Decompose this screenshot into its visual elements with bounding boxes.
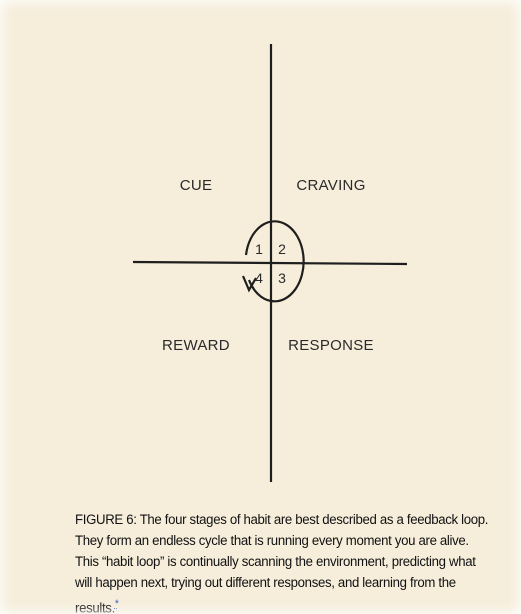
label-cue: CUE bbox=[180, 177, 213, 194]
footnote-link[interactable]: * bbox=[114, 598, 119, 610]
label-reward: REWARD bbox=[162, 337, 230, 354]
caption-text: FIGURE 6: The four stages of habit are b… bbox=[75, 512, 489, 614]
loop-arc bbox=[244, 220, 305, 303]
habit-loop-diagram: CUE CRAVING RESPONSE REWARD 1 2 3 4 bbox=[132, 44, 408, 482]
stage-number-4: 4 bbox=[255, 270, 263, 286]
figure-caption: FIGURE 6: The four stages of habit are b… bbox=[75, 510, 495, 614]
horizontal-axis bbox=[132, 260, 408, 266]
loop-arrowhead-icon bbox=[241, 275, 257, 293]
stage-number-2: 2 bbox=[278, 241, 286, 257]
label-response: RESPONSE bbox=[288, 337, 374, 354]
stage-number-1: 1 bbox=[255, 241, 263, 257]
label-craving: CRAVING bbox=[296, 177, 365, 194]
stage-number-3: 3 bbox=[278, 270, 286, 286]
